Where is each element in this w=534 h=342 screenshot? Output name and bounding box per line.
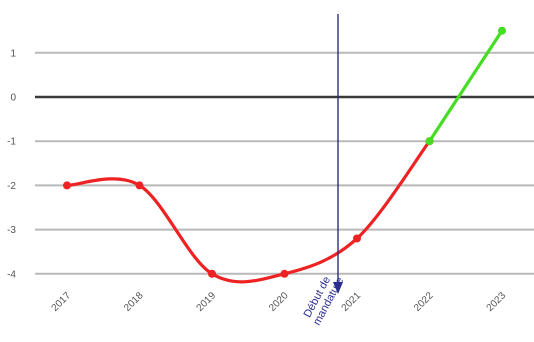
data-point [63,181,71,190]
x-tick-label: 2019 [195,290,219,314]
x-tick-label: 2022 [412,290,436,314]
x-tick-label: 2018 [122,290,146,314]
data-point [353,234,361,243]
x-tick-label: 2020 [267,290,291,314]
data-point [135,181,144,190]
series-line-2 [427,29,504,143]
x-tick-label: 2023 [485,290,509,314]
data-point [498,26,506,35]
series-lines [63,26,506,284]
mandate-start-annotation: Début de mandature [300,14,346,328]
data-point [425,137,434,146]
y-tick-label: 1 [10,48,16,59]
series-line-1 [65,139,432,284]
data-point [280,269,289,278]
y-tick-label: -1 [7,137,16,148]
grid-lines [35,51,534,275]
y-tick-label: -2 [7,181,16,192]
y-tick-label: 0 [10,93,16,104]
x-tick-labels: 2017 2018 2019 2020 2021 2022 2023 [50,290,509,314]
data-point [208,269,216,278]
y-tick-label: -4 [7,269,16,280]
y-tick-label: -3 [7,225,16,236]
x-tick-label: 2017 [50,290,74,314]
mandate-start-label: Début de mandature [300,270,346,328]
x-tick-label: 2021 [340,290,364,314]
mandate-start-arrow-icon [333,282,343,294]
y-tick-labels: 1 0 -1 -2 -3 -4 [7,48,16,280]
